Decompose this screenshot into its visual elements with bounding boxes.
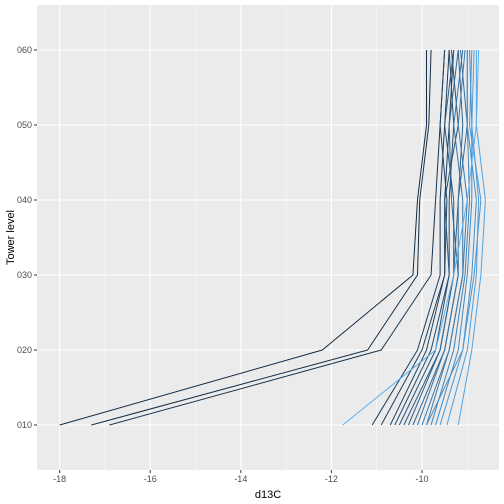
y-tick-label: 040 — [17, 195, 32, 205]
y-axis-ticks: 010 020 030 040 050 060 — [17, 45, 37, 430]
series-line-2 — [91, 49, 432, 426]
y-tick-label: 060 — [17, 45, 32, 55]
plot-panel — [37, 5, 499, 470]
x-axis-title: d13C — [255, 489, 281, 501]
y-axis-title: Tower level — [5, 210, 17, 265]
series-line-12 — [416, 49, 468, 426]
series-line-7 — [394, 49, 455, 426]
x-tick-label: -16 — [144, 474, 157, 484]
series-line-10 — [407, 49, 464, 426]
series-line-13 — [421, 49, 464, 426]
series-line-8 — [398, 49, 459, 426]
x-tick-label: -10 — [415, 474, 428, 484]
x-tick-label: -18 — [53, 474, 66, 484]
y-tick-label: 050 — [17, 120, 32, 130]
x-tick-label: -12 — [325, 474, 338, 484]
series-line-4 — [371, 49, 450, 426]
series-line-11 — [412, 49, 459, 426]
series-line-14 — [426, 49, 468, 426]
minor-gridlines — [104, 5, 468, 470]
y-tick-label: 030 — [17, 270, 32, 280]
series-line-21 — [342, 49, 480, 426]
x-tick-label: -14 — [234, 474, 247, 484]
series-line-9 — [403, 49, 455, 426]
series-line-19 — [446, 49, 480, 426]
series-line-5 — [380, 49, 455, 426]
series-line-1 — [59, 50, 428, 426]
y-tick-label: 010 — [17, 420, 32, 430]
series-line-17 — [426, 50, 477, 426]
series-line-16 — [435, 49, 473, 426]
x-axis-ticks: -18 -16 -14 -12 -10 — [53, 470, 429, 484]
y-tick-label: 020 — [17, 345, 32, 355]
series-lines — [59, 49, 486, 426]
